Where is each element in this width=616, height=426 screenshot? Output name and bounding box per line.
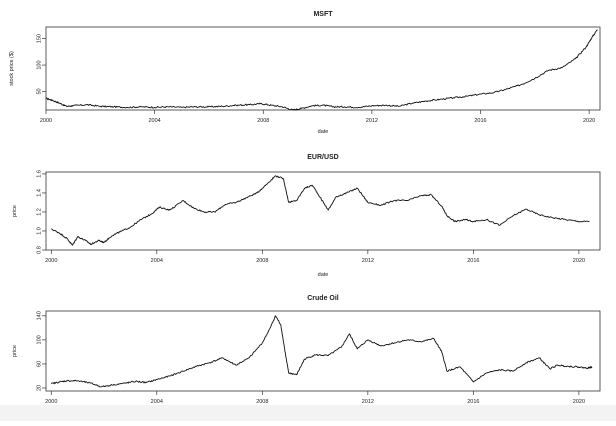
plot-frame xyxy=(45,26,601,111)
chart-title: EUR/USD xyxy=(307,154,339,161)
x-tick-label: 2012 xyxy=(362,399,374,405)
y-tick-label: 1.2 xyxy=(36,208,42,216)
chart-panel-0: MSFT 2000 2004 2008 2012 2016 2020 50 100 150 date… xyxy=(9,11,601,135)
y-tick-label: 60 xyxy=(36,361,42,367)
x-tick-label: 2020 xyxy=(573,258,585,264)
footer-strip xyxy=(0,405,616,421)
y-tick-label: 1.0 xyxy=(36,227,42,235)
y-tick-label: 50 xyxy=(36,88,42,94)
plot-frame xyxy=(45,171,601,251)
x-tick-label: 2016 xyxy=(467,399,479,405)
y-tick-label: 1.6 xyxy=(36,170,42,178)
x-tick-label: 2000 xyxy=(45,258,57,264)
y-axis-label: price xyxy=(12,205,18,217)
x-tick-label: 2012 xyxy=(362,258,374,264)
y-tick-label: 150 xyxy=(36,34,42,43)
y-tick-label: 20 xyxy=(36,385,42,391)
chart-title: MSFT xyxy=(313,11,333,18)
series-line xyxy=(45,29,598,111)
plot-frame xyxy=(45,310,601,392)
chart-panel-1: EUR/USD 2000 2004 2008 2012 2016 2020 0.8 1.0 1.2… xyxy=(12,154,601,278)
series-line xyxy=(51,175,590,246)
x-tick-label: 2000 xyxy=(45,399,57,405)
y-tick-label: 100 xyxy=(36,60,42,69)
y-tick-label: 1.4 xyxy=(36,189,42,197)
x-axis-label: date xyxy=(318,272,329,278)
series-line xyxy=(50,315,593,388)
y-axis-label: stock price ($) xyxy=(9,51,15,86)
y-tick-label: 140 xyxy=(36,311,42,320)
x-tick-label: 2004 xyxy=(151,399,163,405)
x-tick-label: 2008 xyxy=(256,399,268,405)
y-tick-label: 0.8 xyxy=(36,246,42,254)
x-tick-label: 2004 xyxy=(151,258,163,264)
chart-title: Crude Oil xyxy=(307,295,339,302)
x-tick-label: 2008 xyxy=(256,258,268,264)
y-tick-label: 100 xyxy=(36,335,42,344)
x-tick-label: 2000 xyxy=(40,118,52,124)
x-tick-label: 2020 xyxy=(583,118,595,124)
x-tick-label: 2016 xyxy=(467,258,479,264)
x-tick-label: 2016 xyxy=(474,118,486,124)
x-tick-label: 2020 xyxy=(573,399,585,405)
x-tick-label: 2004 xyxy=(149,118,161,124)
x-tick-label: 2008 xyxy=(257,118,269,124)
x-axis-label: date xyxy=(318,129,329,135)
x-tick-label: 2012 xyxy=(366,118,378,124)
y-axis-label: price xyxy=(12,345,18,357)
